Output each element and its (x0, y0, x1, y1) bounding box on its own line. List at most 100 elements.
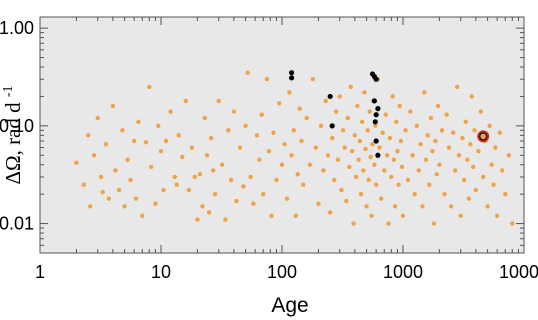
x-axis-title: Age (271, 294, 308, 317)
field-star-point (506, 153, 512, 158)
field-star-point (458, 213, 463, 219)
sun-marker-center (480, 133, 486, 140)
y-tick-label: 0.10 (0, 116, 34, 136)
field-star-point (133, 196, 139, 201)
field-star-point (369, 213, 374, 219)
field-star-point (465, 157, 470, 162)
field-star-point (122, 204, 127, 209)
field-star-point (212, 191, 218, 197)
field-star-point (399, 164, 405, 170)
field-star-point (168, 109, 173, 114)
field-star-point (427, 182, 432, 187)
field-star-point (299, 138, 304, 144)
field-star-point (392, 204, 398, 209)
field-star-point (398, 138, 404, 144)
field-star-point (456, 153, 462, 158)
field-star-point (284, 196, 290, 201)
y-tick-label: 0.01 (0, 214, 34, 234)
field-star-point (337, 94, 342, 99)
field-star-point (234, 198, 239, 204)
field-star-point (295, 172, 300, 177)
field-star-point (327, 210, 333, 215)
field-star-point (468, 141, 473, 147)
field-star-point (448, 204, 454, 209)
x-tick-label: 1 (35, 262, 45, 282)
field-star-point (81, 182, 86, 187)
field-star-point (219, 162, 225, 167)
field-star-point (364, 204, 369, 209)
field-star-point (454, 84, 460, 90)
field-star-point (318, 123, 324, 129)
field-star-point (463, 119, 468, 125)
field-star-point (289, 153, 294, 158)
field-star-point (461, 177, 467, 183)
field-star-point (377, 145, 382, 150)
field-star-point (340, 128, 346, 133)
cluster-star-point (373, 138, 379, 144)
y-axis-title: ΔΩ, rad d -1 (1, 85, 25, 184)
field-star-point (120, 128, 125, 133)
field-star-point (271, 130, 276, 135)
field-star-point (410, 153, 415, 158)
field-star-point (269, 213, 274, 219)
field-star-point (423, 157, 429, 162)
field-star-point (231, 109, 237, 114)
field-star-point (391, 157, 397, 162)
cluster-star-point (329, 123, 335, 129)
field-star-point (325, 153, 331, 158)
field-star-point (373, 123, 378, 129)
field-star-point (473, 187, 479, 193)
field-star-point (310, 77, 316, 82)
cluster-star-point (288, 70, 295, 76)
field-star-point (95, 115, 100, 121)
field-star-point (116, 187, 122, 193)
field-star-point (425, 133, 430, 138)
field-star-point (274, 177, 279, 183)
field-star-point (176, 133, 181, 138)
field-star-point (433, 138, 438, 144)
field-star-point (493, 145, 498, 150)
field-star-point (394, 119, 399, 125)
field-star-point (510, 221, 515, 226)
field-star-point (197, 172, 203, 177)
field-star-point (245, 70, 250, 75)
field-star-point (100, 189, 105, 195)
field-star-point (416, 168, 421, 173)
field-star-point (460, 135, 465, 141)
field-star-point (140, 213, 145, 219)
field-star-point (397, 103, 402, 109)
cluster-star-point (327, 93, 333, 100)
cluster-star-point (371, 98, 377, 104)
field-star-point (412, 191, 417, 197)
field-star-point (223, 217, 228, 222)
plot-area (40, 17, 524, 253)
field-star-point (344, 198, 349, 204)
field-star-point (408, 109, 413, 114)
field-star-point (209, 135, 214, 141)
field-star-point (373, 182, 379, 187)
field-star-point (316, 201, 321, 206)
field-star-point (125, 157, 130, 162)
field-star-point (226, 128, 231, 133)
x-tick-label: 100 (267, 262, 297, 282)
field-star-point (472, 128, 477, 133)
field-star-point (106, 196, 111, 201)
field-star-point (287, 90, 292, 95)
field-star-point (158, 149, 164, 154)
field-star-point (348, 84, 353, 90)
field-star-point (361, 168, 366, 173)
field-star-point (307, 162, 313, 167)
field-star-point (301, 182, 306, 187)
field-star-point (131, 138, 137, 144)
field-star-point (192, 174, 197, 180)
field-star-point (91, 153, 97, 158)
field-star-point (261, 191, 266, 197)
field-star-point (313, 145, 318, 150)
field-star-point (330, 135, 335, 141)
field-star-point (451, 130, 456, 135)
field-star-point (382, 168, 387, 173)
y-axis-title-superscript: -1 (1, 85, 16, 97)
field-star-point (485, 204, 490, 209)
